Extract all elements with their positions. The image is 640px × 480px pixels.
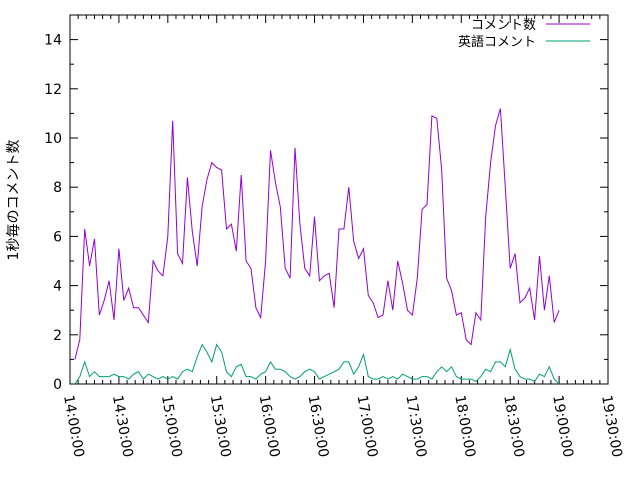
legend-label-0: コメント数: [471, 18, 536, 33]
x-tick-label: 15:30:00: [207, 394, 234, 459]
y-axis-title: 1秒毎のコメント数: [6, 140, 22, 261]
x-tick-label: 18:30:00: [500, 394, 527, 459]
x-tick-label: 16:00:00: [256, 394, 283, 459]
x-tick-label: 16:30:00: [305, 394, 332, 459]
plot-border: [69, 14, 609, 385]
y-tick-label: 14: [44, 33, 62, 49]
x-tick-label: 17:30:00: [402, 394, 429, 459]
legend-label-1: 英語コメント: [458, 34, 536, 50]
x-tick-label: 14:30:00: [109, 394, 136, 459]
series-layer: [74, 108, 560, 385]
x-tick-label: 19:00:00: [549, 394, 576, 459]
series-line-0: [74, 108, 560, 360]
plot-area: [69, 14, 609, 385]
x-tick-label: 14:00:00: [60, 394, 87, 459]
y-tick-label: 0: [53, 377, 62, 393]
x-tick-label: 19:30:00: [598, 394, 625, 459]
y-tick-label: 8: [53, 180, 62, 196]
y-axis: 0 2 4 6 8 10 12 14: [44, 33, 608, 393]
x-tick-label: 17:00:00: [354, 394, 381, 459]
x-tick-label: 18:00:00: [451, 394, 478, 459]
y-tick-label: 2: [53, 328, 62, 344]
x-axis: 14:00:00 14:30:00 15:00:00 15:30:00 16:00:00…: [60, 15, 625, 459]
series-line-1: [74, 343, 560, 385]
x-tick-label: 15:00:00: [158, 394, 185, 459]
y-tick-label: 4: [53, 279, 62, 295]
y-tick-label: 10: [44, 131, 62, 147]
y-tick-label: 6: [53, 229, 62, 245]
y-tick-label: 12: [44, 82, 62, 98]
